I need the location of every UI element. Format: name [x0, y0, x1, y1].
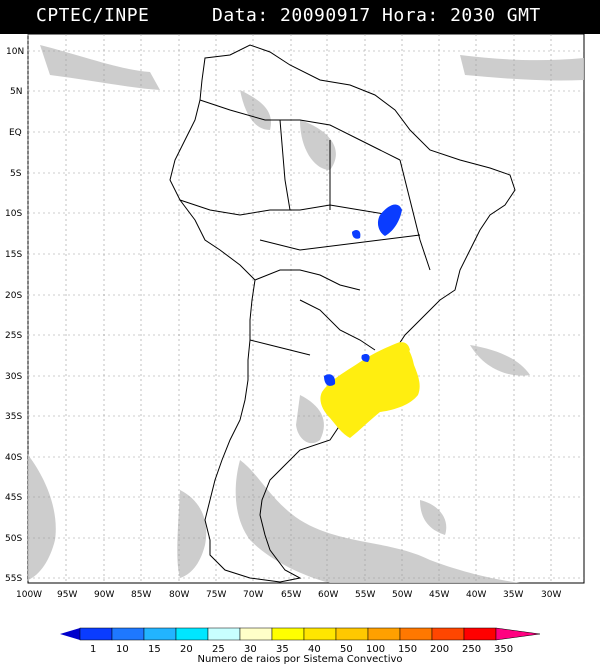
map-header: CPTEC/INPE Data: 20090917 Hora: 2030 GMT [0, 0, 600, 34]
colorbar-swatch [367, 627, 401, 641]
lon-label: 40W [466, 590, 486, 600]
colorbar-swatch [79, 627, 113, 641]
longitude-labels: 100W 95W 90W 85W 80W 75W 70W 65W 60W 55W… [16, 590, 561, 600]
colorbar-label: 1 [90, 644, 96, 655]
colorbar-swatch [303, 627, 337, 641]
colorbar-label: 30 [244, 644, 257, 655]
lon-label: 100W [16, 590, 42, 600]
lat-label: 10S [5, 209, 22, 219]
lon-label: 30W [541, 590, 561, 600]
lat-label: EQ [9, 128, 22, 138]
colorbar-label: 200 [430, 644, 449, 655]
colorbar-label: 150 [398, 644, 417, 655]
colorbar-swatch [463, 627, 497, 641]
lon-label: 75W [206, 590, 226, 600]
lightning-yellow-cells [320, 342, 420, 438]
colorbar-swatch [143, 627, 177, 641]
lon-label: 50W [392, 590, 412, 600]
lon-label: 90W [94, 590, 114, 600]
lat-label: 45S [5, 493, 22, 503]
lightning-blue-cells [324, 204, 402, 386]
colorbar-label: 25 [212, 644, 225, 655]
grid-lines [27, 34, 584, 583]
lat-label: 5S [10, 169, 22, 179]
colorbar-swatch [239, 627, 273, 641]
lat-label: 15S [5, 250, 22, 260]
lat-label: 5N [10, 87, 22, 97]
colorbar-swatch [335, 627, 369, 641]
colorbar-swatch [399, 627, 433, 641]
latitude-labels: 10N 5N EQ 5S 10S 15S 20S 25S 30S 35S 40S… [5, 47, 24, 584]
lon-label: 60W [318, 590, 338, 600]
lon-label: 80W [169, 590, 189, 600]
colorbar-swatch [207, 627, 241, 641]
lon-label: 45W [429, 590, 449, 600]
colorbar-swatch [271, 627, 305, 641]
colorbar-label: 15 [148, 644, 161, 655]
header-title: CPTEC/INPE [36, 5, 150, 26]
lat-label: 50S [5, 534, 22, 544]
lat-label: 35S [5, 412, 22, 422]
map-frame [27, 33, 585, 584]
lat-label: 10N [6, 47, 24, 57]
lat-label: 55S [5, 574, 22, 584]
colorbar-swatch [431, 627, 465, 641]
colorbar-label: 40 [308, 644, 321, 655]
colorbar-arrow-left [60, 628, 80, 640]
lon-label: 35W [503, 590, 523, 600]
colorbar-label: 50 [340, 644, 353, 655]
header-date-time: Data: 20090917 Hora: 2030 GMT [212, 5, 541, 26]
lon-label: 95W [57, 590, 77, 600]
lat-label: 20S [5, 291, 22, 301]
lon-label: 85W [131, 590, 151, 600]
colorbar-label: 350 [494, 644, 513, 655]
lon-label: 55W [355, 590, 375, 600]
lon-label: 70W [243, 590, 263, 600]
colorbar-arrow-right [495, 627, 541, 641]
colorbar-caption: Numero de raios por Sistema Convectivo [197, 654, 403, 665]
colorbar-swatch [175, 627, 209, 641]
colorbar-label: 10 [116, 644, 129, 655]
lat-label: 30S [5, 372, 22, 382]
lat-label: 40S [5, 453, 22, 463]
colorbar-swatch [111, 627, 145, 641]
colorbar-label: 250 [462, 644, 481, 655]
lon-label: 65W [281, 590, 301, 600]
colorbar: 1 10 15 20 25 30 35 40 50 100 150 200 25… [60, 627, 541, 655]
colorbar-label: 35 [276, 644, 289, 655]
colorbar-label: 100 [366, 644, 385, 655]
cloud-cover [28, 45, 584, 583]
colorbar-label: 20 [180, 644, 193, 655]
lat-label: 25S [5, 331, 22, 341]
